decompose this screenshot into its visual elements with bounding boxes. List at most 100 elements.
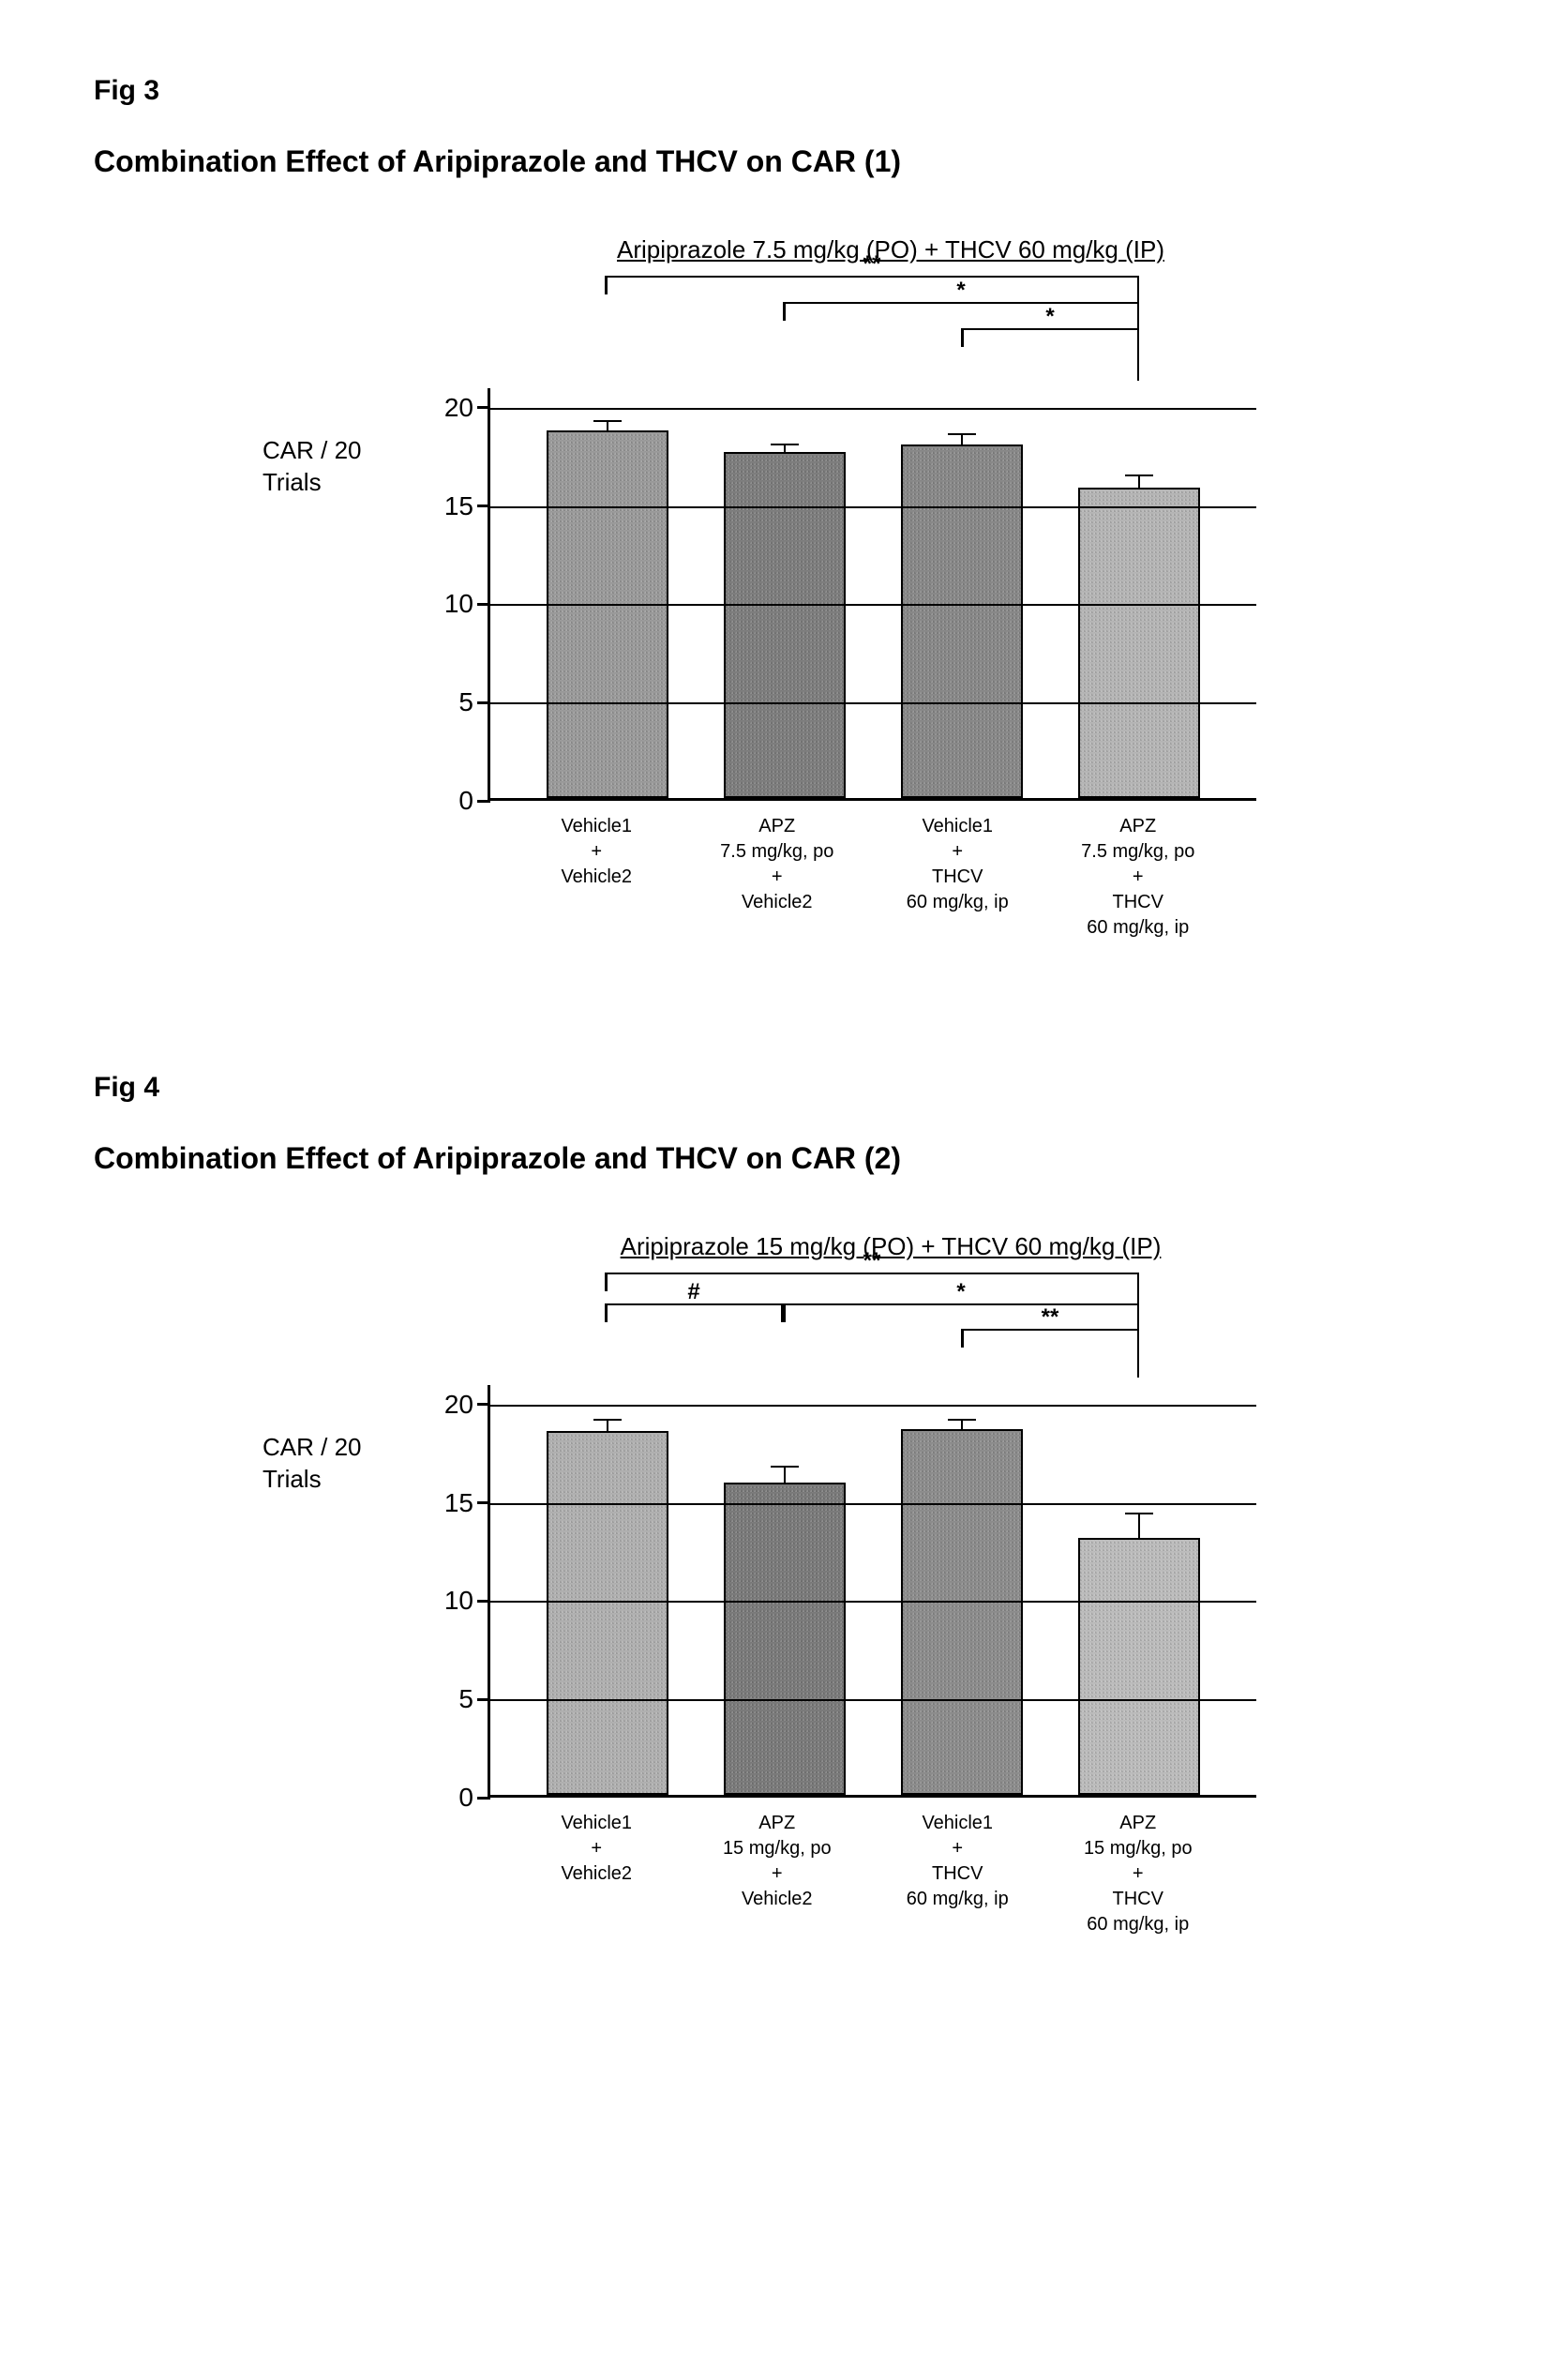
y-axis-label: CAR / 20 Trials	[263, 1273, 394, 1496]
gridline	[490, 604, 1256, 606]
y-tick-label: 10	[444, 1586, 490, 1616]
gridline	[490, 702, 1256, 704]
bar-slot	[1073, 1385, 1205, 1795]
error-bar	[784, 444, 786, 452]
y-tick-label: 10	[444, 589, 490, 619]
x-axis-label-line: APZ	[1058, 814, 1218, 839]
significance-label: *	[956, 278, 965, 304]
bar-slot	[1073, 388, 1205, 798]
x-axis-label-line: Vehicle2	[517, 1861, 676, 1887]
x-axis-label-line: Vehicle2	[517, 865, 676, 890]
plot-and-labels: **** 05101520 Vehicle1+Vehicle2APZ7.5 mg…	[394, 276, 1388, 941]
y-axis-label-line2: Trials	[263, 1464, 394, 1496]
error-cap	[1125, 1513, 1153, 1514]
y-tick-label: 0	[458, 1783, 490, 1813]
y-axis-label-line2: Trials	[263, 467, 394, 499]
x-axis-label-line: 60 mg/kg, ip	[878, 1887, 1037, 1912]
bar-slot	[896, 1385, 1028, 1795]
bracket-drop-left	[605, 1305, 608, 1322]
y-tick-label: 5	[458, 1684, 490, 1714]
x-axis-label-line: +	[517, 839, 676, 865]
x-axis-label-line: 60 mg/kg, ip	[878, 890, 1037, 915]
x-axis-label: APZ7.5 mg/kg, po+Vehicle2	[698, 814, 857, 941]
significance-label: **	[1042, 1304, 1059, 1331]
bar	[901, 1429, 1023, 1795]
bar	[1078, 488, 1200, 798]
error-bar	[1138, 475, 1140, 488]
figure-number: Fig 4	[94, 1072, 1452, 1104]
significance-label: *	[1045, 304, 1054, 330]
x-axis-label-line: 7.5 mg/kg, po	[1058, 839, 1218, 865]
error-cap	[593, 1419, 622, 1421]
x-axis-label-line: +	[517, 1836, 676, 1861]
bars-row	[490, 388, 1256, 798]
x-axis-label-line: +	[878, 839, 1037, 865]
significance-label: **	[863, 1248, 881, 1274]
gridline	[490, 1405, 1256, 1407]
gridline	[490, 506, 1256, 508]
y-axis-label-line1: CAR / 20	[263, 1432, 394, 1464]
error-cap	[948, 433, 976, 435]
plot-area: 05101520	[488, 388, 1256, 801]
chart-wrapper: Aripiprazole 7.5 mg/kg (PO) + THCV 60 mg…	[263, 235, 1388, 941]
x-axis-label: Vehicle1+THCV60 mg/kg, ip	[878, 814, 1037, 941]
x-axis-label: APZ7.5 mg/kg, po+THCV60 mg/kg, ip	[1058, 814, 1218, 941]
x-labels-row: Vehicle1+Vehicle2APZ15 mg/kg, po+Vehicle…	[413, 1798, 1256, 1937]
x-axis-label: APZ15 mg/kg, po+THCV60 mg/kg, ip	[1058, 1811, 1218, 1937]
y-tick-label: 0	[458, 786, 490, 816]
bars-row	[490, 1385, 1256, 1795]
error-bar	[784, 1467, 786, 1483]
gridline	[490, 408, 1256, 410]
x-axis-label-line: +	[698, 1861, 857, 1887]
x-axis-label-line: +	[1058, 865, 1218, 890]
x-axis-label-line: APZ	[1058, 1811, 1218, 1836]
bar	[724, 1483, 846, 1795]
x-axis-label-line: +	[878, 1836, 1037, 1861]
x-axis-label-line: APZ	[698, 1811, 857, 1836]
chart-subtitle: Aripiprazole 15 mg/kg (PO) + THCV 60 mg/…	[263, 1232, 1388, 1261]
x-axis-label-line: 15 mg/kg, po	[698, 1836, 857, 1861]
plot-box: **#*** 05101520	[413, 1273, 1256, 1798]
bar	[724, 452, 846, 798]
x-axis-label-line: 7.5 mg/kg, po	[698, 839, 857, 865]
x-axis-label: APZ15 mg/kg, po+Vehicle2	[698, 1811, 857, 1937]
bar-slot	[896, 388, 1028, 798]
x-axis-label-line: Vehicle2	[698, 1887, 857, 1912]
figure-number: Fig 3	[94, 75, 1452, 107]
significance-layer: **#***	[413, 1273, 1256, 1385]
x-axis-label: Vehicle1+Vehicle2	[517, 814, 676, 941]
bracket-drop-left	[961, 1331, 964, 1348]
bracket-drop-right	[1137, 330, 1140, 381]
figure-title: Combination Effect of Aripiprazole and T…	[94, 144, 1452, 179]
x-axis-label-line: +	[698, 865, 857, 890]
bar-slot	[542, 1385, 673, 1795]
significance-label: **	[863, 251, 881, 278]
x-axis-label: Vehicle1+THCV60 mg/kg, ip	[878, 1811, 1037, 1937]
x-axis-label-line: APZ	[698, 814, 857, 839]
y-tick-label: 15	[444, 1488, 490, 1518]
plot-box: **** 05101520	[413, 276, 1256, 801]
x-axis-label-line: THCV	[878, 1861, 1037, 1887]
chart-row: CAR / 20 Trials **#*** 05101520 Vehicle1…	[263, 1273, 1388, 1937]
error-bar	[607, 1420, 608, 1432]
error-bar	[607, 421, 608, 430]
x-axis-label-line: Vehicle1	[517, 1811, 676, 1836]
figure-block: Fig 3 Combination Effect of Aripiprazole…	[94, 75, 1452, 941]
error-cap	[771, 1466, 799, 1468]
bracket-drop-left	[783, 304, 786, 321]
bracket-drop-left	[605, 278, 608, 294]
bracket-drop-left	[961, 330, 964, 347]
x-axis-label-line: Vehicle1	[517, 814, 676, 839]
gridline	[490, 1699, 1256, 1701]
figures-root: Fig 3 Combination Effect of Aripiprazole…	[94, 75, 1452, 1937]
x-axis-label-line: 15 mg/kg, po	[1058, 1836, 1218, 1861]
error-cap	[593, 420, 622, 422]
chart-subtitle: Aripiprazole 7.5 mg/kg (PO) + THCV 60 mg…	[263, 235, 1388, 264]
x-axis-label-line: 60 mg/kg, ip	[1058, 1912, 1218, 1937]
figure-block: Fig 4 Combination Effect of Aripiprazole…	[94, 1072, 1452, 1937]
significance-label: #	[687, 1279, 699, 1305]
gridline	[490, 1601, 1256, 1603]
bar	[547, 1431, 668, 1795]
chart-wrapper: Aripiprazole 15 mg/kg (PO) + THCV 60 mg/…	[263, 1232, 1388, 1937]
x-axis-label-line: +	[1058, 1861, 1218, 1887]
